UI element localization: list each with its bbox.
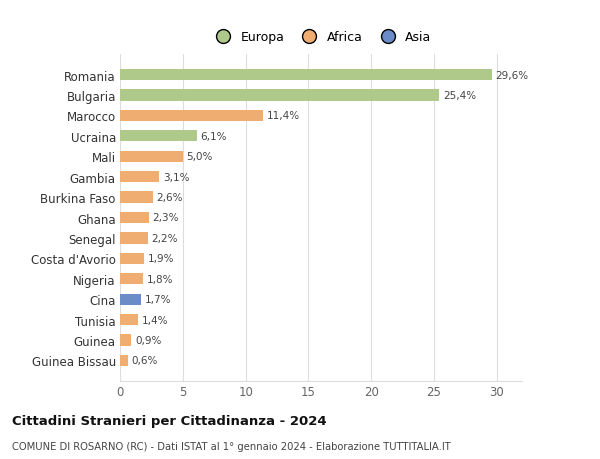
Bar: [120, 70, 492, 81]
Bar: [120, 213, 149, 224]
Bar: [120, 314, 137, 325]
Text: 5,0%: 5,0%: [187, 152, 213, 162]
Text: 2,2%: 2,2%: [151, 233, 178, 243]
Text: Cittadini Stranieri per Cittadinanza - 2024: Cittadini Stranieri per Cittadinanza - 2…: [12, 414, 326, 428]
Text: 29,6%: 29,6%: [496, 71, 529, 80]
Bar: [120, 335, 131, 346]
Bar: [120, 233, 148, 244]
Text: 25,4%: 25,4%: [443, 91, 476, 101]
Bar: [120, 355, 128, 366]
Text: 11,4%: 11,4%: [267, 111, 300, 121]
Bar: [120, 90, 439, 101]
Text: 1,7%: 1,7%: [145, 295, 172, 304]
Legend: Europa, Africa, Asia: Europa, Africa, Asia: [208, 29, 434, 47]
Bar: [120, 192, 152, 203]
Bar: [120, 172, 159, 183]
Text: 1,4%: 1,4%: [142, 315, 168, 325]
Text: 2,3%: 2,3%: [152, 213, 179, 223]
Text: 1,9%: 1,9%: [148, 254, 174, 264]
Bar: [120, 111, 263, 122]
Bar: [120, 274, 143, 285]
Text: 3,1%: 3,1%: [163, 172, 189, 182]
Text: 0,9%: 0,9%: [135, 335, 161, 345]
Bar: [120, 151, 183, 162]
Text: 0,6%: 0,6%: [131, 356, 158, 365]
Bar: [120, 131, 197, 142]
Text: 2,6%: 2,6%: [157, 193, 183, 203]
Bar: [120, 253, 144, 264]
Bar: [120, 294, 142, 305]
Text: 1,8%: 1,8%: [146, 274, 173, 284]
Text: COMUNE DI ROSARNO (RC) - Dati ISTAT al 1° gennaio 2024 - Elaborazione TUTTITALIA: COMUNE DI ROSARNO (RC) - Dati ISTAT al 1…: [12, 441, 451, 451]
Text: 6,1%: 6,1%: [200, 132, 227, 141]
